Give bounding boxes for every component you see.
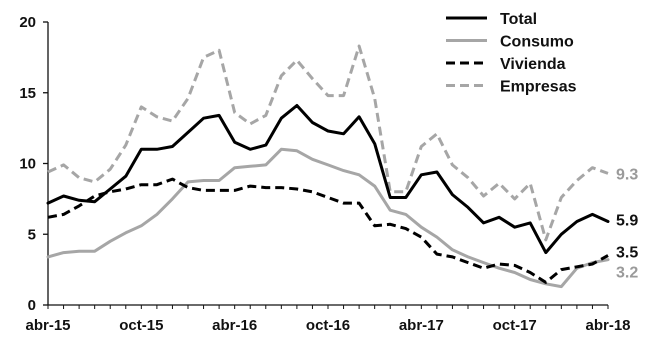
end-labels: 5.9 3.2 3.5 9.3 xyxy=(616,166,638,281)
series-line-total xyxy=(46,104,610,255)
series-line-consumo xyxy=(46,147,610,289)
y-tick-label: 0 xyxy=(28,297,36,314)
legend-label-consumo: Consumo xyxy=(500,34,574,51)
legend-label-empresas: Empresas xyxy=(500,79,577,96)
x-tick-label: oct-16 xyxy=(306,317,350,334)
series-line-vivienda xyxy=(47,177,609,284)
legend-label-vivienda: Vivienda xyxy=(500,56,566,73)
legend-label-total: Total xyxy=(500,11,537,28)
x-tick-label: oct-15 xyxy=(119,317,163,334)
end-label-empresas: 9.3 xyxy=(616,166,638,183)
y-tick-label: 10 xyxy=(19,156,36,173)
y-tick-label: 15 xyxy=(19,85,36,102)
legend: Total Consumo Vivienda Empresas xyxy=(446,11,577,96)
end-label-consumo: 3.2 xyxy=(616,265,638,282)
series-layer xyxy=(46,44,610,289)
x-tick-label: oct-17 xyxy=(493,317,537,334)
y-tick-label: 5 xyxy=(28,226,36,243)
series-line-empresas xyxy=(47,44,609,242)
x-tick-label: abr-18 xyxy=(585,317,630,334)
x-tick-label: abr-16 xyxy=(212,317,257,334)
end-label-total: 5.9 xyxy=(616,213,638,230)
end-label-vivienda: 3.5 xyxy=(616,244,638,261)
x-tick-label: abr-15 xyxy=(25,317,70,334)
axes: 0 5 10 15 20 abr-15 oct-15 abr-16 oct-16 abr-17 oc… xyxy=(19,14,630,334)
x-tick-label: abr-17 xyxy=(399,317,444,334)
y-tick-label: 20 xyxy=(19,14,36,31)
